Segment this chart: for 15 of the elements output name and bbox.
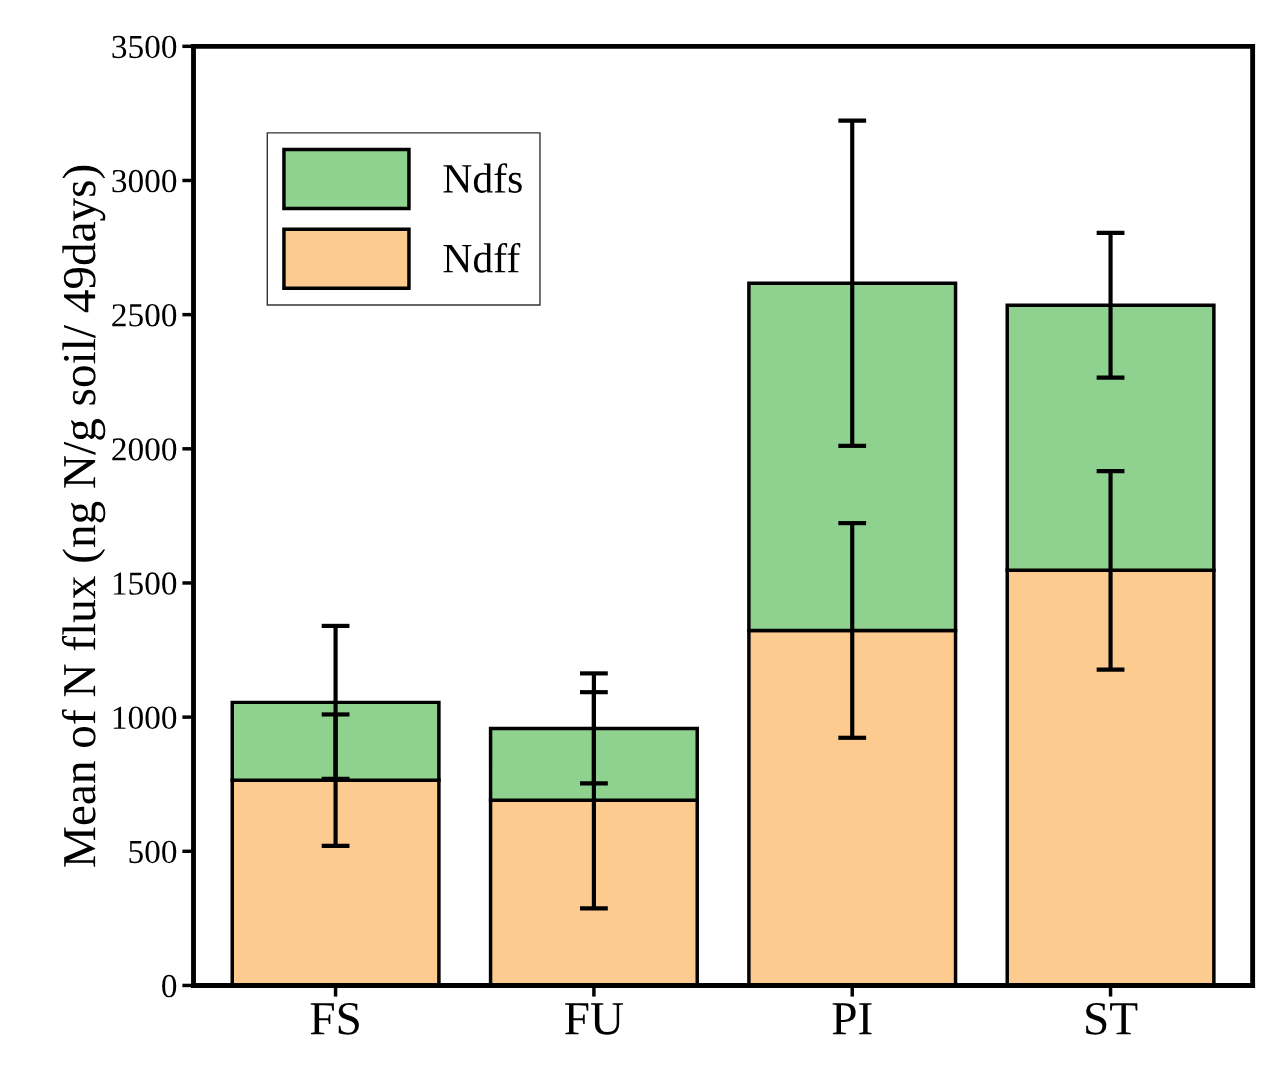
y-tick-label: 1000: [113, 706, 177, 730]
y-tick-label: 3000: [112, 169, 177, 193]
y-tick-label: 500: [129, 840, 177, 864]
x-tick-label: FU: [565, 1003, 624, 1035]
x-tick-label: FS: [310, 1002, 359, 1035]
y-tick-label: 2000: [112, 438, 177, 461]
legend-label: Ndff: [443, 242, 521, 273]
y-tick-label: 1500: [113, 572, 177, 595]
x-tick-label: ST: [1086, 1002, 1138, 1035]
y-tick-label: 2500: [112, 304, 177, 327]
y-tick-label: 0: [162, 974, 177, 998]
y-axis-title: Mean of N flux (ng N/g soil/ 49days): [61, 165, 106, 867]
y-tick-label: 3500: [112, 35, 177, 59]
legend-label: Ndfs: [443, 163, 522, 193]
x-tick-label: PI: [832, 1003, 872, 1035]
